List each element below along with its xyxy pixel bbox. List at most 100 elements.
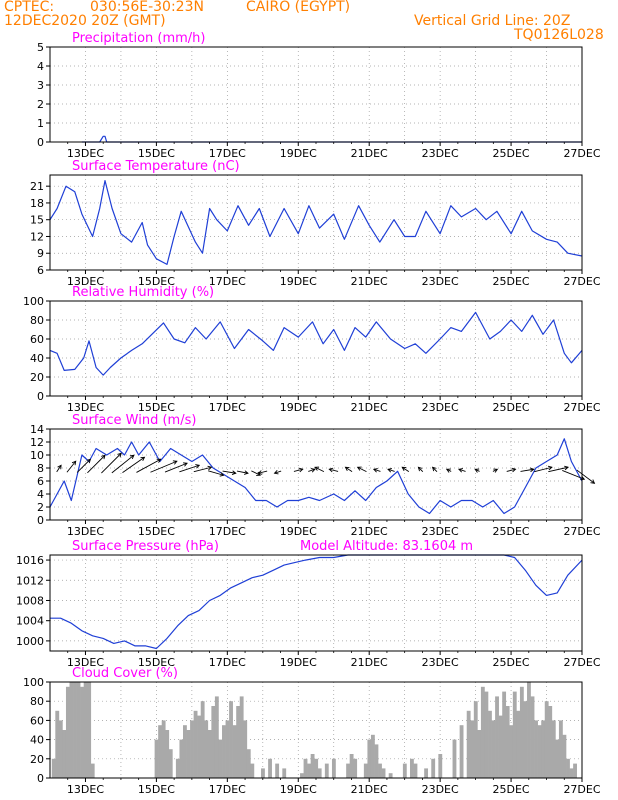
wind-arrow [179,464,200,473]
wind-arrow [122,456,145,474]
cloud-bar [438,754,443,778]
cloud-bar [477,730,482,778]
panel-frame [49,300,583,397]
cloud-bar [555,739,560,778]
wind-arrow [66,460,77,473]
cloud-bar [452,739,457,778]
cloud-bar [491,720,496,778]
wind-arrow [56,465,62,473]
cloud-bar [214,696,219,778]
x-tick-label: 13DEC [67,656,104,669]
wind-arrow-head [101,454,106,460]
panel-title: Precipitation (mm/h) [72,31,205,46]
x-tick-label: 23DEC [422,401,459,414]
y-tick-label: 0 [37,136,44,149]
cloud-bar [530,696,535,778]
cloud-bar [374,744,379,778]
cloud-bar [65,686,70,778]
y-tick-label: 20 [30,753,44,766]
cloud-bar [165,730,170,778]
y-tick-label: 3 [37,79,44,92]
header-coords: 030:56E-30:23N [90,0,204,15]
wind-arrow-head [57,464,62,470]
y-tick-label: 0 [37,772,44,785]
series-line [49,180,583,265]
cloud-bar [480,686,485,778]
y-tick-label: 60 [30,714,44,727]
wind-arrow [164,462,188,473]
y-tick-label: 1012 [16,574,44,587]
wind-arrow-head [401,466,407,472]
wind-arrow-head [207,465,213,471]
wind-arrow [251,470,261,476]
cloud-bar [505,706,510,778]
x-tick-label: 19DEC [280,525,317,538]
wind-arrow [87,454,106,474]
cloud-bar [236,706,241,778]
wind-arrow-head [156,458,162,463]
y-tick-label: 100 [23,295,44,308]
cloud-bar [370,734,375,778]
x-tick-label: 15DEC [138,401,175,414]
panel-frame [49,428,583,521]
cloud-bar [470,720,475,778]
y-tick-label: 80 [30,695,44,708]
wind-arrow [387,468,395,472]
x-tick-label: 13DEC [67,275,104,288]
cloud-bar [562,734,567,778]
wind-arrow [136,458,161,473]
wind-arrow-head [273,470,279,475]
y-tick-label: 14 [30,423,44,436]
x-tick-label: 21DEC [351,275,388,288]
cloud-bar [466,710,471,778]
cloud-bar [548,706,553,778]
wind-arrow [576,469,595,484]
cloud-bar [367,739,372,778]
cloud-bar [551,720,556,778]
x-tick-label: 21DEC [351,147,388,160]
x-tick-label: 27DEC [563,401,600,414]
x-tick-label: 25DEC [493,783,530,796]
header-grid-line: Vertical Grid Line: 20Z [414,13,571,29]
cloud-bar [484,691,489,778]
y-tick-label: 12 [30,230,44,243]
cloud-bar [566,758,570,778]
wind-arrow-head [71,460,77,466]
x-tick-label: 21DEC [351,401,388,414]
wind-arrow [506,468,516,472]
panel-annotation: Model Altitude: 83.1604 m [300,539,473,554]
cloud-bar [168,749,173,778]
panel-2: Surface Temperature (nC) 6 9 12 15 18 21 13DEC 1… [30,159,601,288]
wind-arrow-head [314,466,320,471]
cloud-bar [303,758,308,778]
y-tick-label: 21 [30,180,44,193]
cloud-bar [218,739,223,778]
wind-arrow [345,466,353,473]
y-tick-label: 1000 [16,635,44,648]
x-tick-label: 13DEC [67,147,104,160]
x-tick-label: 25DEC [493,275,530,288]
cloud-bar [268,758,272,778]
cloud-bar [261,768,265,778]
x-tick-label: 19DEC [280,401,317,414]
cloud-bar [193,710,198,778]
cloud-bar [200,701,205,778]
cloud-bar [527,682,531,778]
wind-arrow [520,468,534,472]
panel-6: Cloud Cover (%) 0 20 40 60 80 100 13DEC 15DEC 17D… [23,666,601,796]
wind-arrow-head [129,454,135,460]
panel-title: Surface Pressure (hPa) [72,539,219,554]
cloud-bar [314,758,319,778]
x-tick-label: 17DEC [209,147,246,160]
cloud-bar [431,758,436,778]
cloud-bar [161,720,166,778]
x-tick-label: 27DEC [563,275,600,288]
wind-arrow-head [195,464,201,469]
x-tick-label: 23DEC [422,525,459,538]
y-tick-label: 80 [30,314,44,327]
cloud-bar [154,739,159,778]
cloud-bar [498,715,503,778]
panel-frame [49,174,583,271]
cloud-bar [204,720,209,778]
